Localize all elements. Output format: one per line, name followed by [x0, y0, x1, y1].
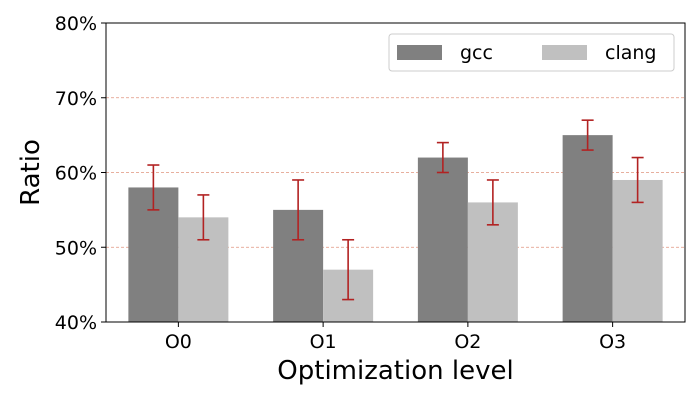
x-axis-title: Optimization level	[277, 356, 513, 386]
legend-swatch	[542, 45, 587, 60]
x-tick-label: O3	[599, 331, 626, 353]
error-bar-clang-O0	[197, 194, 210, 241]
legend-label: gcc	[460, 42, 493, 64]
legend-entry-gcc: gcc	[397, 42, 493, 64]
legend: gcc clang	[388, 33, 675, 72]
y-tick-label: 80%	[55, 13, 97, 35]
bar-clang-O3	[612, 179, 663, 322]
y-tick-label: 50%	[55, 237, 97, 259]
y-tick-label: 60%	[55, 163, 97, 185]
x-tick-label: O0	[165, 331, 192, 353]
legend-swatch	[397, 45, 442, 60]
error-bars	[147, 119, 644, 301]
x-axis-ticks: O0 O1 O2 O3	[165, 322, 626, 353]
x-tick-label: O1	[310, 331, 337, 353]
error-bar-clang-O3	[631, 156, 644, 204]
x-tick-label: O2	[454, 331, 481, 353]
y-axis-title: Ratio	[16, 139, 46, 206]
legend-label: clang	[605, 42, 656, 64]
legend-box	[388, 33, 675, 72]
legend-entry-clang: clang	[542, 42, 656, 64]
error-bar-clang-O2	[486, 179, 499, 226]
bars	[128, 135, 663, 322]
bar-gcc-O3	[562, 135, 613, 322]
error-bar-clang-O1	[342, 238, 355, 301]
y-tick-label: 70%	[55, 88, 97, 110]
y-tick-label: 40%	[55, 312, 97, 334]
error-bar-gcc-O1	[292, 179, 305, 241]
error-bar-gcc-O2	[436, 141, 449, 174]
error-bar-gcc-O3	[581, 119, 594, 151]
y-axis-ticks: 40% 50% 60% 70% 80%	[55, 13, 106, 334]
error-bar-gcc-O0	[147, 164, 160, 211]
bar-gcc-O2	[417, 157, 468, 322]
